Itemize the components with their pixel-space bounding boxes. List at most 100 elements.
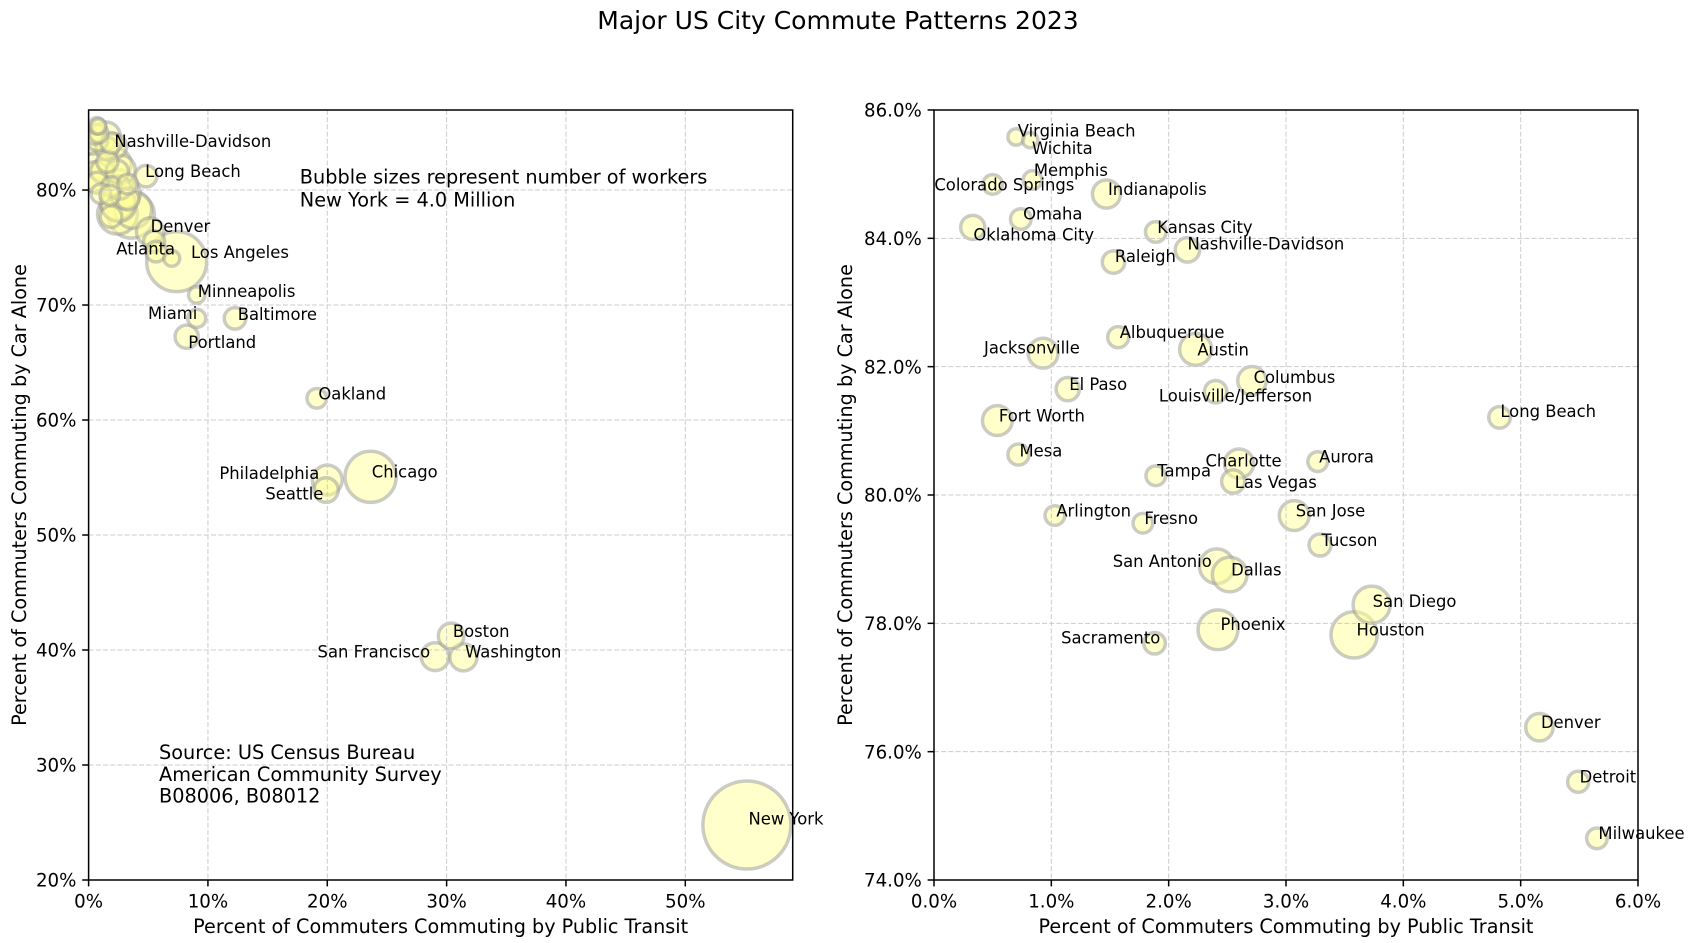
bubble bbox=[1177, 331, 1214, 368]
x-tick-label: 0% bbox=[74, 891, 103, 912]
city-label: Milwaukee bbox=[1598, 824, 1684, 843]
y-tick-label: 86.0% bbox=[864, 101, 922, 122]
bubble bbox=[981, 172, 1005, 197]
bubble bbox=[1584, 826, 1609, 851]
y-tick-label: 70% bbox=[36, 296, 76, 317]
city-label: Philadelphia bbox=[219, 464, 319, 483]
city-labels: New York Los Angeles Chicago PhiladelphiaSe… bbox=[114, 132, 824, 829]
city-label: Houston bbox=[1357, 620, 1425, 639]
bubble bbox=[1043, 503, 1067, 528]
bubble bbox=[1142, 630, 1168, 656]
x-axis-label: Percent of Commuters Commuting by Public… bbox=[193, 915, 688, 938]
bubble-size-note: Bubble sizes represent number of workers… bbox=[300, 166, 708, 212]
bubble bbox=[185, 307, 208, 330]
y-tick-label: 82.0% bbox=[864, 357, 922, 378]
left-chart-all-cities: 0% 10% 20% 30% 40% 50% 20% 30% 40% 50% 60% 70% 80% Pe… bbox=[8, 109, 824, 938]
city-label: Washington bbox=[465, 643, 561, 662]
bubble bbox=[343, 449, 398, 505]
annotation-text: B08006, B08012 bbox=[159, 785, 320, 808]
x-tick-label: 3.0% bbox=[1263, 891, 1309, 912]
city-label: Minneapolis bbox=[198, 282, 296, 301]
city-label: San Jose bbox=[1296, 501, 1366, 520]
bubble bbox=[701, 779, 793, 871]
city-label: New York bbox=[748, 810, 824, 829]
axes-frame bbox=[87, 109, 794, 881]
plot-area bbox=[958, 126, 1609, 851]
city-label: Baltimore bbox=[238, 305, 317, 324]
bubble bbox=[1173, 235, 1202, 264]
city-label: Detroit bbox=[1580, 768, 1637, 787]
city-label: Las Vegas bbox=[1235, 473, 1317, 492]
y-tick-label: 30% bbox=[36, 756, 76, 777]
city-label: Raleigh bbox=[1115, 247, 1176, 266]
plot-area bbox=[88, 115, 793, 871]
city-label: Kansas City bbox=[1157, 218, 1253, 237]
y-axis-label: Percent of Commuters Commuting by Car Al… bbox=[834, 264, 857, 726]
city-label: Arlington bbox=[1056, 501, 1131, 520]
city-label: Jacksonville bbox=[983, 339, 1080, 358]
y-tick-label: 74.0% bbox=[864, 871, 922, 892]
bubble bbox=[1523, 711, 1555, 743]
bubble bbox=[1020, 130, 1040, 150]
city-label: Chicago bbox=[372, 463, 438, 482]
city-label: Atlanta bbox=[116, 240, 175, 259]
bubble bbox=[186, 285, 207, 306]
city-label: Denver bbox=[151, 217, 211, 236]
city-label: Boston bbox=[453, 622, 510, 641]
city-label: Virginia Beach bbox=[1018, 122, 1136, 141]
bubble bbox=[222, 305, 248, 331]
x-tick-label: 6.0% bbox=[1615, 891, 1661, 912]
bubble bbox=[1054, 375, 1082, 403]
bubble bbox=[1219, 468, 1247, 495]
city-label: Tampa bbox=[1156, 462, 1211, 481]
figure-title: Major US City Commute Patterns 2023 bbox=[597, 6, 1078, 35]
y-tick-label: 80.0% bbox=[864, 486, 922, 507]
city-label: Portland bbox=[188, 333, 256, 352]
bubble bbox=[1307, 532, 1333, 558]
city-label: Los Angeles bbox=[191, 243, 289, 262]
bubble bbox=[1026, 336, 1060, 370]
city-label: Seattle bbox=[265, 484, 323, 503]
city-label: Phoenix bbox=[1220, 615, 1285, 634]
bubble bbox=[98, 183, 122, 207]
x-tick-label: 40% bbox=[546, 891, 586, 912]
y-tick-label: 60% bbox=[36, 411, 76, 432]
bubble bbox=[1143, 219, 1168, 244]
bubble bbox=[1565, 769, 1591, 795]
city-label: Austin bbox=[1197, 340, 1249, 359]
city-label: Albuquerque bbox=[1120, 323, 1225, 342]
bubble bbox=[1277, 498, 1311, 533]
bubble bbox=[305, 386, 329, 410]
x-tick-label: 50% bbox=[665, 891, 705, 912]
bubble bbox=[1144, 464, 1168, 488]
city-label: San Antonio bbox=[1113, 552, 1212, 571]
city-label: San Francisco bbox=[318, 643, 431, 662]
city-label: Dallas bbox=[1231, 560, 1281, 579]
x-tick-label: 4.0% bbox=[1380, 891, 1426, 912]
x-tick-label: 5.0% bbox=[1498, 891, 1544, 912]
city-label: Fort Worth bbox=[999, 406, 1085, 425]
bubble bbox=[1196, 608, 1240, 652]
annotation-text: Source: US Census Bureau bbox=[159, 741, 415, 764]
bubble bbox=[1131, 511, 1155, 535]
city-label: Colorado Springs bbox=[934, 176, 1074, 195]
bubble bbox=[1306, 450, 1330, 474]
city-label: Charlotte bbox=[1205, 452, 1281, 471]
city-label: Fresno bbox=[1144, 509, 1198, 528]
city-label: Oklahoma City bbox=[973, 226, 1094, 245]
x-tick-label: 30% bbox=[426, 891, 466, 912]
y-tick-label: 20% bbox=[36, 871, 76, 892]
bubble bbox=[1006, 442, 1031, 467]
annotation-text: New York = 4.0 Million bbox=[300, 188, 516, 211]
bubble bbox=[1351, 584, 1392, 626]
bubble bbox=[173, 323, 201, 351]
bubble bbox=[116, 172, 140, 196]
city-label: Omaha bbox=[1023, 204, 1082, 223]
y-tick-label: 50% bbox=[36, 526, 76, 547]
city-label: Tucson bbox=[1321, 531, 1378, 550]
city-label: Aurora bbox=[1319, 448, 1374, 467]
y-axis-label: Percent of Commuters Commuting by Car Al… bbox=[8, 264, 31, 726]
